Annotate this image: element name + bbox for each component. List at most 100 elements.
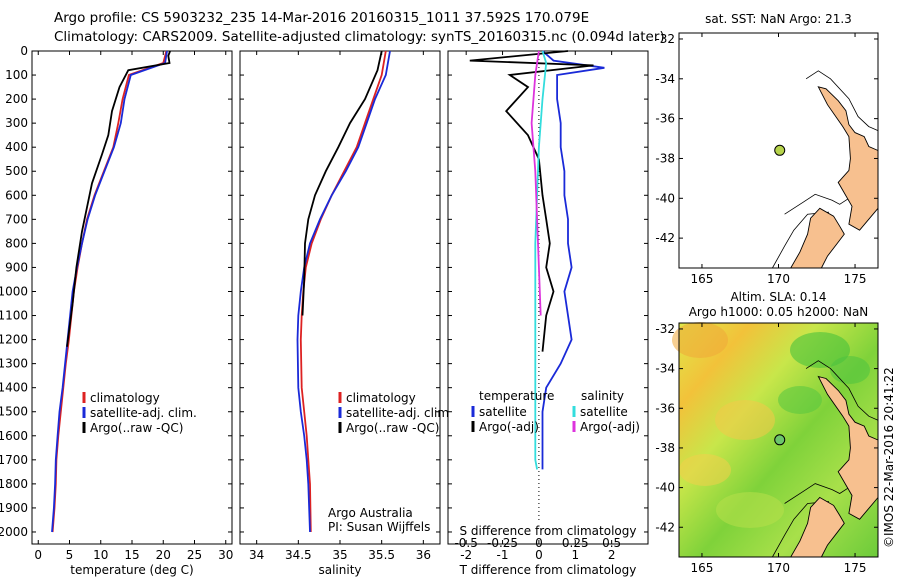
x-tick-label: 0 [535, 548, 543, 562]
x-tick-label: 5 [66, 548, 74, 562]
map-x-tick-label: 175 [844, 561, 867, 575]
legend-label: satellite-adj. clim. [346, 406, 453, 420]
legend-label: Argo(-adj) [479, 420, 539, 434]
south-island-land [789, 496, 845, 558]
y-tick-label: 500 [5, 164, 28, 178]
north-island-land [817, 375, 879, 520]
map-y-tick-label: -34 [655, 72, 675, 86]
x-tick-label: -2 [460, 548, 472, 562]
annotation-line-2: PI: Susan Wijffels [328, 520, 430, 534]
x-tick-label: 30 [218, 548, 233, 562]
y-tick-label: 1700 [0, 453, 28, 467]
map-y-tick-label: -34 [655, 362, 675, 376]
plot-frame [31, 50, 233, 545]
sla-anomaly-blob [790, 332, 850, 368]
legend-left-title: temperature [479, 389, 554, 403]
map-y-tick-label: -38 [655, 151, 675, 165]
legend-label: Argo(..raw -QC) [90, 421, 183, 435]
x-tick-label: 2 [608, 548, 616, 562]
sla-anomaly-blob [830, 356, 870, 384]
map-y-tick-label: -42 [655, 231, 675, 245]
legend-label: satellite [580, 405, 628, 419]
y-tick-label: 1600 [0, 429, 28, 443]
map-x-tick-label: 165 [691, 561, 714, 575]
legend-label: satellite [479, 405, 527, 419]
legend-right-title: salinity [581, 389, 624, 403]
copyright-timestamp: ©IMOS 22-Mar-2016 20:41:22 [882, 367, 896, 548]
top-x-tick-label: -0.25 [487, 536, 518, 550]
map-x-tick-label: 165 [691, 272, 714, 286]
sla-anomaly-blob [679, 454, 731, 486]
x-tick-label: 35 [332, 548, 347, 562]
y-tick-label: 1200 [0, 333, 28, 347]
map-y-tick-label: -36 [655, 112, 675, 126]
x-axis-label: salinity [318, 563, 361, 577]
map-x-tick-label: 170 [767, 272, 790, 286]
map-y-tick-label: -42 [655, 520, 675, 534]
y-tick-label: 1000 [0, 284, 28, 298]
series-line-temperature-satellite [541, 50, 605, 470]
x-tick-label: 20 [156, 548, 171, 562]
y-tick-label: 800 [5, 236, 28, 250]
sla-map-panel: 165 170 175 -32 -34 -36 -38 -40 -42 Altim. SLA: 0… [655, 290, 896, 575]
x-tick-label: 36 [416, 548, 431, 562]
sla-title-line-1: Altim. SLA: 0.14 [730, 290, 826, 304]
x-tick-label: 35.5 [368, 548, 395, 562]
y-tick-label: 200 [5, 92, 28, 106]
sla-argo-marker [774, 434, 786, 446]
y-tick-label: 400 [5, 140, 28, 154]
series-line-salinity-satellite [534, 50, 548, 470]
y-tick-label: 2000 [0, 525, 28, 539]
x-axis-label: temperature (deg C) [70, 563, 193, 577]
chart-title-line-1: Argo profile: CS 5903232_235 14-Mar-2016… [54, 10, 590, 26]
top-x-tick-label: 0 [535, 536, 543, 550]
north-island-land [817, 86, 879, 231]
x-tick-label: 34.5 [285, 548, 312, 562]
depth-contour [784, 483, 850, 504]
x-tick-label: 34 [249, 548, 264, 562]
top-x-tick-label: 0.5 [602, 536, 621, 550]
map-y-tick-label: -40 [655, 191, 675, 205]
legend-label: satellite-adj. clim. [90, 406, 197, 420]
sla-anomaly-blob [715, 400, 775, 440]
series-line-argo-raw-qc- [301, 50, 383, 316]
plot-frame [239, 50, 441, 545]
depth-contour [784, 193, 850, 215]
y-tick-label: 1400 [0, 381, 28, 395]
legend-label: Argo(-adj) [580, 420, 640, 434]
y-tick-label: 600 [5, 188, 28, 202]
y-tick-label: 1900 [0, 501, 28, 515]
x-axis-label: T difference from climatology [459, 563, 637, 577]
temperature-panel: 0 5 10 15 20 25 30 temperature (deg C) 0 100 200 30… [0, 44, 233, 577]
salinity-panel: 34 34.5 35 35.5 36 salinity climatologysatelli… [239, 50, 453, 577]
sla-title-line-2: Argo h1000: 0.05 h2000: NaN [689, 305, 869, 319]
y-tick-label: 700 [5, 212, 28, 226]
sla-anomaly-blob [716, 492, 784, 528]
x-tick-label: 15 [124, 548, 139, 562]
top-x-axis-label: S difference from climatology [460, 524, 637, 538]
y-tick-label: 1100 [0, 309, 28, 323]
y-tick-label: 0 [20, 44, 28, 58]
map-y-tick-label: -36 [655, 401, 675, 415]
sla-anomaly-blob [672, 322, 728, 358]
x-tick-label: -1 [497, 548, 509, 562]
south-island-land [789, 207, 845, 269]
series-line-argo-raw-qc- [66, 50, 171, 347]
x-tick-label: 25 [187, 548, 202, 562]
y-tick-label: 300 [5, 116, 28, 130]
map-y-tick-label: -32 [655, 322, 675, 336]
x-tick-label: 0 [34, 548, 42, 562]
y-tick-label: 1300 [0, 357, 28, 371]
y-tick-label: 1800 [0, 477, 28, 491]
map-x-tick-label: 175 [844, 272, 867, 286]
series-line-climatology [299, 50, 387, 533]
annotation-line-1: Argo Australia [328, 506, 413, 520]
x-tick-label: 1 [571, 548, 579, 562]
sla-anomaly-blob [778, 386, 822, 414]
top-x-tick-label: 0.25 [562, 536, 589, 550]
location-map-panel: 165 170 175 -32 -34 -36 -38 -40 -42 sat. SST: NaN… [655, 12, 879, 286]
legend-label: Argo(..raw -QC) [346, 421, 439, 435]
y-tick-label: 1500 [0, 405, 28, 419]
map-y-tick-label: -40 [655, 481, 675, 495]
